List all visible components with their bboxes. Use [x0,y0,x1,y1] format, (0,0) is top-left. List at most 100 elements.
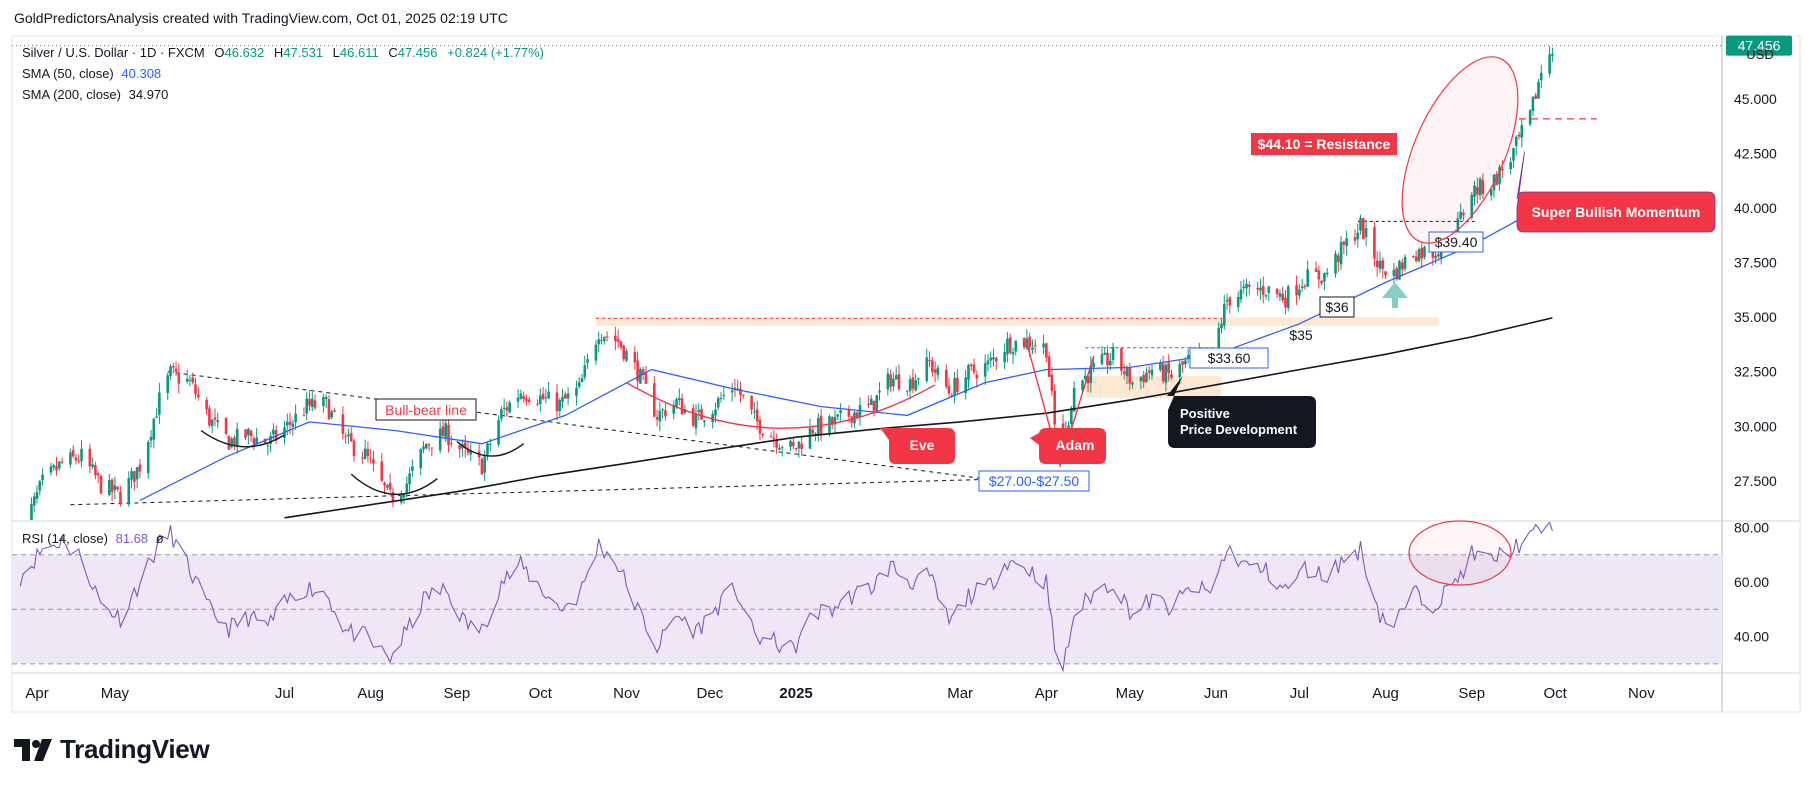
candle [322,393,325,413]
candle-body [1345,238,1348,247]
candle [894,366,898,380]
candle [1548,46,1551,78]
legend-sma200-row[interactable]: SMA (200, close) 34.970 [22,87,168,102]
candle-body [1236,297,1240,308]
candle [1412,255,1415,258]
candle [1278,289,1282,301]
candle-body [1417,249,1421,262]
candle-body [619,341,623,348]
candle-body [566,393,570,399]
adam-label: Adam [1056,437,1095,453]
candle [1050,367,1054,397]
candle [505,401,509,417]
candle-body [561,396,564,402]
candle-body [1142,374,1145,383]
candle-body [931,360,934,372]
candle-body [1334,253,1337,274]
candle [602,336,606,345]
candle-body [1120,348,1123,371]
candle-body [1006,338,1009,355]
candle [349,427,353,443]
candle [641,366,645,380]
candle-body [1303,286,1307,288]
candle-body [1184,360,1187,365]
candle [427,442,431,452]
candle [369,449,372,464]
candle [967,363,970,389]
candle [344,432,347,444]
lower-trendline [70,478,1016,506]
candle-body [967,365,970,380]
candle-body [616,339,620,342]
candle-body [538,395,542,404]
candle [1264,293,1268,300]
candle-body [52,465,56,468]
time-tick-label: Sep [444,685,471,702]
candle [928,351,931,368]
candle-body [441,426,445,437]
candle-body [69,452,72,465]
candle [247,427,250,445]
tradingview-logo[interactable]: TradingView [14,734,210,765]
candle [1239,280,1243,304]
candle [1462,209,1465,221]
candle-body [1022,338,1026,348]
candle-body [1242,286,1246,288]
candle-body [146,442,150,474]
candle [1395,266,1398,282]
candle-body [1275,288,1279,294]
time-tick-label: Aug [1372,685,1399,702]
candle-body [347,434,350,437]
candle-body [908,379,912,392]
candle-body [60,461,64,463]
candle-body [1381,260,1385,269]
candle [1248,281,1251,295]
candle [216,412,220,429]
candle-body [1462,212,1465,216]
candle [1539,64,1543,89]
candle-body [294,413,297,423]
candle [1306,260,1310,288]
candle-body [502,407,506,409]
candle [1353,229,1357,245]
candle [583,355,587,381]
candle [736,379,740,391]
legend-sma50-row[interactable]: SMA (50, close) 40.308 [22,66,161,81]
candle [878,382,881,401]
candle-body [224,417,228,435]
candle [1011,347,1015,365]
candle [1222,294,1226,330]
candle-body [661,409,664,411]
candle-body [1325,272,1329,275]
candle-body [1045,343,1048,358]
rsi-tick-label: 60.00 [1734,574,1769,590]
price-tick-label: 30.000 [1734,418,1777,434]
candle [213,408,217,427]
candle-body [911,377,915,389]
candle [361,451,364,464]
candle [561,388,564,409]
candle [502,398,506,415]
candle [1275,288,1279,299]
candle [586,353,589,369]
candle [500,406,503,422]
candle [1181,360,1184,374]
candle [419,448,423,476]
candle-body [466,449,470,453]
candle [1164,362,1168,392]
bull-bear-label: Bull-bear line [385,402,467,418]
up-arrow-icon [1382,282,1408,308]
candle [644,365,648,384]
candle [1364,219,1368,247]
candle [1392,262,1396,284]
candle [330,409,334,420]
candle-body [797,441,801,449]
candle [1303,283,1307,290]
legend-symbol: Silver / U.S. Dollar · 1D · FXCM [22,45,205,60]
legend-rsi-row[interactable]: RSI (14, close) 81.68 ø [22,531,164,546]
candle [1381,257,1385,279]
candle-body [341,414,345,434]
candle-body [322,396,325,406]
candle-body [525,398,528,402]
